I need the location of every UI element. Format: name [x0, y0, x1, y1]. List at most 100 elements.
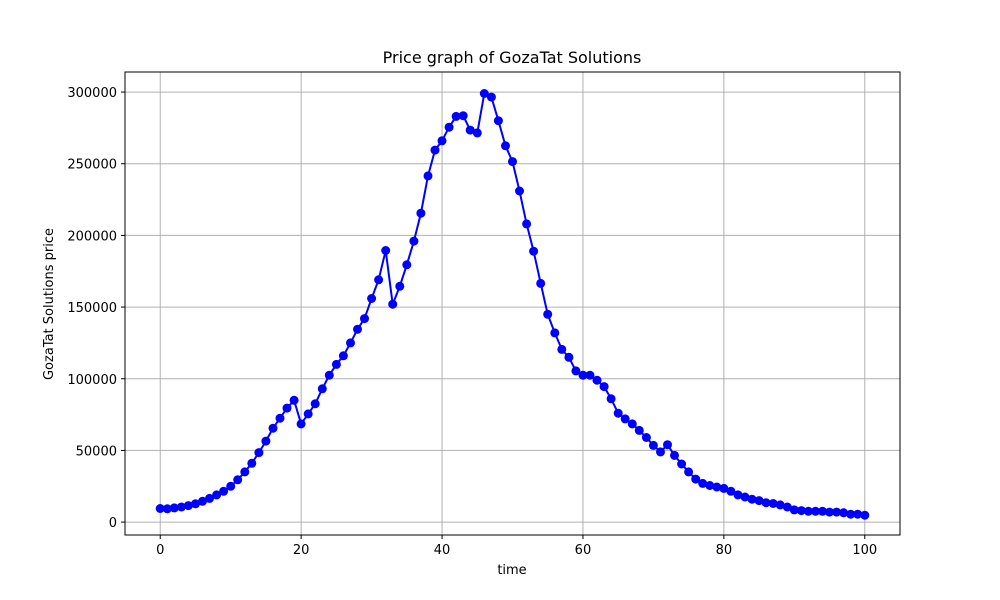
data-point: [176, 502, 186, 512]
data-point: [712, 482, 722, 492]
data-point: [585, 370, 595, 380]
data-point: [416, 208, 426, 218]
data-point: [381, 246, 391, 255]
y-tick-label: 50000: [76, 444, 117, 459]
data-point: [571, 366, 581, 376]
data-point: [472, 128, 482, 138]
data-point: [479, 89, 489, 98]
data-point: [501, 141, 510, 151]
data-point: [557, 344, 567, 354]
data-point: [289, 395, 299, 405]
data-point: [388, 299, 398, 309]
data-point: [620, 414, 630, 424]
y-tick-label: 300000: [67, 86, 117, 101]
data-point: [684, 467, 694, 477]
data-point: [508, 157, 517, 167]
data-point: [775, 500, 785, 510]
y-tick-label: 200000: [67, 229, 117, 244]
data-point: [275, 413, 285, 423]
data-point: [374, 275, 384, 285]
grid-lines: [125, 72, 900, 535]
data-point: [803, 506, 813, 516]
data-point: [832, 507, 842, 517]
y-tick-label: 250000: [67, 158, 117, 173]
data-point: [233, 475, 243, 485]
data-point: [317, 384, 327, 394]
data-point: [641, 433, 651, 442]
data-point: [451, 111, 461, 121]
data-point: [768, 499, 778, 508]
data-point: [747, 494, 757, 504]
data-point: [522, 219, 532, 229]
data-point: [395, 281, 405, 291]
data-point: [529, 246, 539, 256]
plot-frame: [124, 71, 901, 536]
data-point: [670, 450, 679, 460]
data-point: [409, 236, 419, 246]
data-point: [698, 478, 708, 488]
data-point: [402, 260, 412, 270]
data-point: [310, 399, 320, 409]
data-point: [360, 314, 369, 324]
data-point: [726, 486, 736, 496]
data-point: [198, 496, 207, 506]
y-axis-ticks: 0 50000 100000 150000 200000 250000 300000: [67, 86, 125, 531]
x-tick-label: 100: [852, 543, 877, 558]
data-point: [740, 492, 750, 502]
x-tick-label: 40: [434, 543, 451, 558]
data-point: [268, 423, 278, 433]
data-point: [656, 447, 665, 457]
data-point: [261, 436, 271, 446]
data-point: [338, 351, 348, 361]
data-point: [205, 493, 214, 503]
data-point: [825, 507, 834, 517]
data-point: [860, 510, 870, 520]
data-point: [691, 474, 701, 484]
data-point: [430, 145, 440, 155]
data-point: [155, 504, 165, 513]
plot-area: [155, 89, 870, 520]
data-point: [818, 506, 827, 516]
data-point: [212, 490, 222, 500]
data-point: [254, 448, 264, 458]
data-point: [423, 171, 433, 181]
data-point: [550, 328, 560, 338]
data-point: [282, 403, 292, 413]
data-point: [853, 509, 863, 519]
data-point: [761, 498, 771, 508]
data-point: [796, 506, 806, 516]
y-tick-label: 150000: [67, 301, 117, 316]
data-point: [677, 459, 687, 469]
data-point: [789, 505, 799, 515]
data-point: [169, 503, 179, 513]
y-tick-label: 0: [109, 516, 117, 531]
data-point: [296, 419, 306, 429]
data-point: [613, 408, 623, 418]
y-axis-label: GozaTat Solutions price: [42, 228, 57, 380]
data-point: [564, 352, 574, 362]
data-point: [536, 278, 546, 288]
data-point: [634, 425, 644, 435]
x-axis-label: time: [497, 563, 526, 578]
data-point: [719, 483, 729, 493]
data-point: [437, 136, 447, 146]
data-point: [226, 481, 236, 491]
y-tick-label: 100000: [67, 373, 117, 388]
x-tick-label: 20: [293, 543, 310, 558]
data-point: [367, 294, 377, 303]
data-point: [240, 467, 250, 477]
x-tick-label: 80: [716, 543, 733, 558]
data-point: [183, 501, 193, 511]
data-point: [486, 92, 496, 102]
data-point: [346, 338, 355, 348]
data-point: [458, 111, 468, 121]
data-point: [162, 504, 172, 514]
data-point: [219, 486, 229, 496]
x-tick-label: 0: [156, 543, 164, 558]
data-point: [515, 186, 524, 196]
data-point: [465, 125, 475, 135]
data-point: [811, 506, 820, 516]
x-tick-label: 60: [575, 543, 592, 558]
